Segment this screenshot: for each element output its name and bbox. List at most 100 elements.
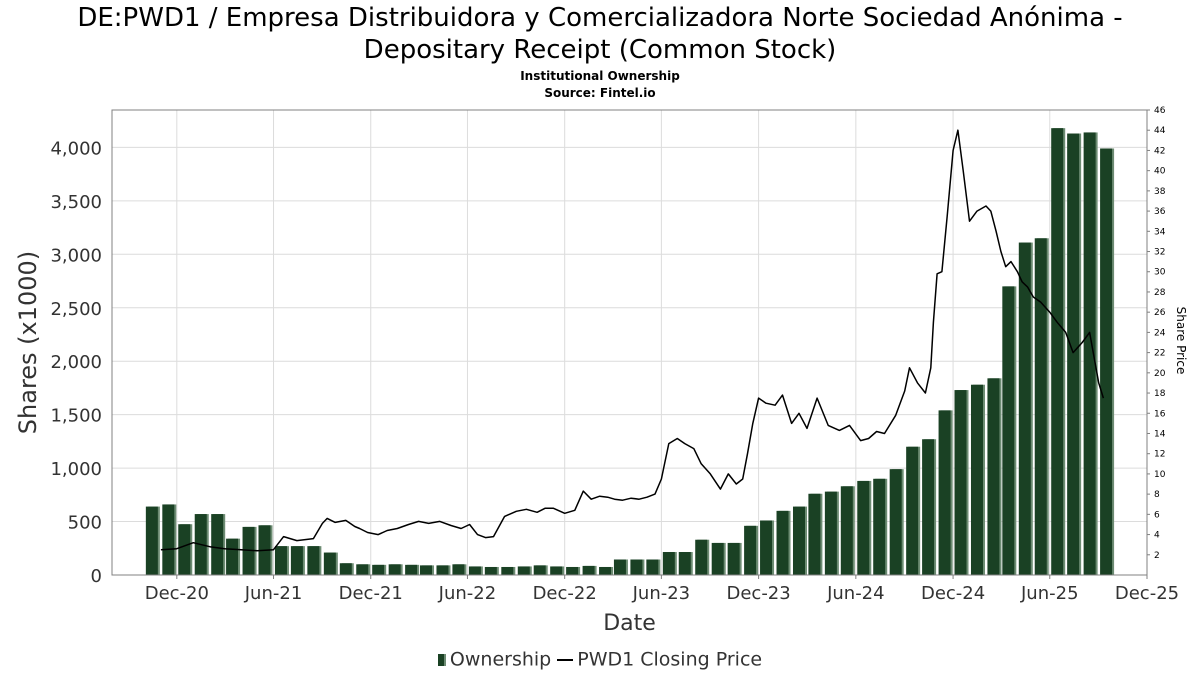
y2-tick-label: 32 — [1154, 248, 1165, 258]
y2-tick-label: 26 — [1154, 308, 1166, 318]
y2-tick-label: 14 — [1154, 429, 1166, 439]
ownership-bar — [226, 538, 239, 575]
y2-tick-label: 28 — [1154, 288, 1166, 298]
ownership-bar — [356, 564, 369, 575]
y2-tick-label: 12 — [1154, 450, 1165, 460]
y-tick-label: 4,000 — [50, 138, 102, 159]
ownership-bar — [922, 439, 935, 575]
ownership-bar — [1100, 148, 1113, 575]
y-tick-label: 3,500 — [50, 192, 102, 213]
ownership-chart: Dec-20 Jun-21 Dec-21 Jun-22 Dec-22 Jun-23 Dec-… — [14, 106, 1188, 636]
ownership-bar — [954, 390, 967, 575]
ownership-bar — [938, 410, 951, 575]
y2-tick-label: 40 — [1154, 167, 1166, 177]
y-tick-label: 2,500 — [50, 299, 102, 320]
ownership-bar — [339, 563, 352, 575]
y2-tick-label: 34 — [1154, 227, 1166, 237]
ownership-bar — [582, 565, 595, 575]
ownership-bar — [792, 506, 805, 575]
ownership-bar — [727, 542, 740, 575]
ownership-bar — [372, 564, 385, 575]
ownership-bar — [599, 566, 612, 575]
ownership-bar — [405, 564, 418, 575]
ownership-bar — [1018, 242, 1031, 575]
chart-source: Source: Fintel.io — [544, 86, 656, 100]
ownership-bar — [840, 486, 853, 575]
x-tick-label: Dec-24 — [921, 583, 985, 604]
x-tick-label: Jun-23 — [632, 583, 691, 604]
ownership-bar — [906, 446, 919, 575]
ownership-bar — [566, 566, 579, 575]
ownership-bar — [145, 506, 158, 575]
ownership-bar — [776, 510, 789, 575]
x-tick-label: Dec-22 — [533, 583, 597, 604]
ownership-bar — [420, 565, 433, 575]
ownership-bar — [484, 566, 497, 575]
price-legend-label: PWD1 Closing Price — [577, 648, 763, 671]
ownership-bar — [613, 559, 626, 575]
ownership-bar — [388, 564, 401, 575]
ownership-bar — [323, 552, 336, 575]
y2-tick-label: 16 — [1154, 409, 1166, 419]
x-tick-label: Jun-21 — [244, 583, 303, 604]
y2-tick-label: 20 — [1154, 369, 1166, 379]
ownership-bar — [760, 520, 773, 575]
ownership-bar — [550, 566, 563, 575]
chart-title-line1: DE:PWD1 / Empresa Distribuidora y Comerc… — [77, 3, 1123, 33]
ownership-bar — [646, 559, 659, 575]
ownership-bar — [662, 552, 675, 575]
ownership-legend-label: Ownership — [449, 648, 552, 671]
ownership-bar — [1067, 133, 1080, 575]
ownership-bar — [533, 565, 546, 575]
legend: Ownership PWD1 Closing Price — [0, 648, 1200, 671]
y2-axis-label: Share Price — [1174, 307, 1188, 375]
ownership-bar — [211, 514, 224, 575]
plot-frame — [111, 109, 1148, 576]
y2-tick-label: 22 — [1154, 349, 1165, 359]
ownership-bar — [987, 378, 1000, 575]
ownership-bar — [307, 546, 320, 575]
y2-tick-label: 6 — [1154, 510, 1160, 520]
y2-tick-label: 46 — [1154, 106, 1166, 116]
ownership-bar — [274, 546, 287, 575]
y2-tick-label: 42 — [1154, 146, 1165, 156]
ownership-bar — [517, 566, 530, 575]
ownership-bar — [630, 559, 643, 575]
ownership-bar — [744, 525, 757, 575]
ownership-bar — [1002, 286, 1015, 575]
y2-tick-label: 10 — [1154, 470, 1166, 480]
chart-title-line2: Depositary Receipt (Common Stock) — [363, 35, 837, 65]
ownership-bar — [695, 539, 708, 575]
ownership-bar — [824, 491, 837, 575]
price-legend-swatch — [557, 658, 574, 661]
ownership-bar — [808, 493, 821, 575]
y-tick-label: 2,000 — [50, 352, 102, 373]
x-tick-label: Dec-25 — [1115, 583, 1179, 604]
y2-tick-label: 38 — [1154, 187, 1166, 197]
y2-tick-label: 4 — [1154, 531, 1160, 541]
y2-tick-label: 2 — [1154, 551, 1160, 561]
ownership-bar — [1034, 238, 1047, 575]
chart-subtitle: Institutional Ownership — [520, 69, 680, 83]
y-tick-label: 500 — [68, 513, 102, 534]
y-tick-label: 0 — [91, 566, 102, 587]
ownership-bar — [889, 469, 902, 575]
y2-tick-label: 44 — [1154, 126, 1166, 136]
y2-tick-label: 8 — [1154, 490, 1160, 500]
ownership-bar — [436, 565, 449, 575]
ownership-bar — [1051, 128, 1064, 575]
ownership-bar — [857, 480, 870, 575]
ownership-bar — [873, 478, 886, 575]
x-tick-label: Jun-22 — [438, 583, 497, 604]
y-tick-label: 3,000 — [50, 245, 102, 266]
x-tick-label: Jun-25 — [1020, 583, 1079, 604]
y2-tick-label: 24 — [1154, 328, 1166, 338]
x-tick-label: Dec-23 — [726, 583, 790, 604]
x-tick-label: Dec-21 — [339, 583, 403, 604]
ownership-bar — [162, 504, 175, 575]
ownership-bar — [711, 542, 724, 575]
x-tick-label: Jun-24 — [826, 583, 885, 604]
ownership-bar — [242, 526, 255, 575]
y2-tick-label: 18 — [1154, 389, 1166, 399]
ownership-bar — [678, 552, 691, 575]
